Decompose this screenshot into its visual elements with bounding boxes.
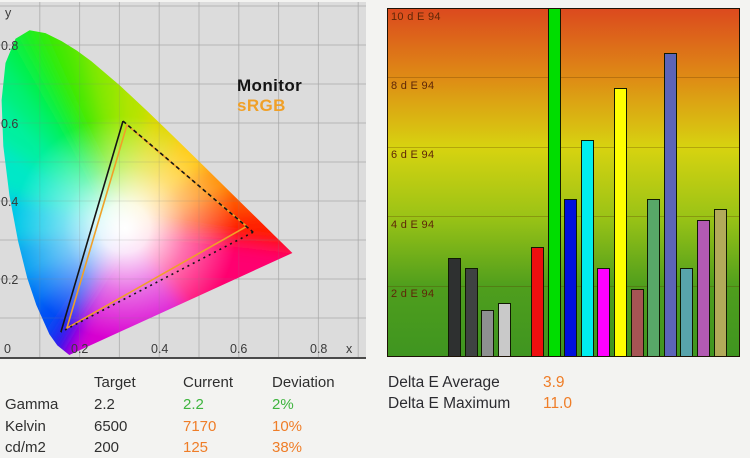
delta-e-y-tick: 4 d E 94 (391, 219, 435, 231)
delta-bar-gray (481, 309, 495, 356)
monitor-gamut-edge-dashed (122, 120, 254, 233)
cie-y-tick: 0.8 (1, 39, 18, 53)
luminance-target: 200 (94, 439, 120, 457)
row-label-gamma: Gamma (5, 395, 59, 413)
luminance-deviation: 38% (272, 439, 303, 457)
delta-bar-blue (564, 198, 578, 356)
row-label-kelvin: Kelvin (5, 417, 46, 435)
delta-bar-light-gray (497, 302, 511, 356)
delta-bar-sea-green (647, 198, 661, 356)
delta-bar-red (531, 247, 544, 356)
delta-bars (388, 9, 739, 356)
delta-bar-slate-blue (663, 53, 677, 356)
delta-e-y-tick: 6 d E 94 (391, 149, 435, 161)
table-header-target: Target (94, 374, 136, 391)
monitor-gamut-edge-solid (60, 120, 124, 333)
cie-chromaticity-chart: y 0.8 0.6 0.4 0.2 0 0.2 0.4 0.6 0.8 x Mo… (0, 2, 366, 359)
gamma-current: 2.2 (183, 395, 204, 413)
delta-e-maximum-label: Delta E Maximum (388, 395, 511, 413)
cie-y-axis-letter: y (5, 6, 12, 20)
delta-e-bar-chart: 10 d E 94 8 d E 94 6 d E 94 4 d E 94 2 d… (387, 8, 740, 357)
table-header-current: Current (183, 374, 234, 391)
delta-bar-dark-gray-2 (464, 268, 478, 356)
table-header-deviation: Deviation (272, 374, 335, 391)
delta-e-average-label: Delta E Average (388, 374, 500, 391)
delta-e-summary: Delta E Average 3.9 Delta E Maximum 11.0 (388, 374, 572, 416)
kelvin-current: 7170 (183, 417, 217, 435)
kelvin-deviation: 10% (272, 417, 303, 435)
delta-bar-dark-gray-1 (448, 257, 461, 356)
delta-bar-magenta (597, 268, 611, 356)
delta-bar-olive (713, 209, 727, 356)
summary-row: Delta E Average 3.9 (388, 374, 572, 395)
gamma-target: 2.2 (94, 395, 115, 413)
delta-bar-teal (680, 268, 694, 356)
delta-e-y-tick: 8 d E 94 (391, 80, 435, 92)
delta-e-average-value: 3.9 (543, 374, 565, 391)
cie-x-tick: 0 (4, 342, 11, 356)
legend-monitor-label: Monitor (237, 76, 302, 95)
cie-x-tick: 0.8 (310, 342, 327, 356)
delta-e-gridline (388, 77, 739, 79)
delta-bar-cyan (580, 139, 594, 356)
measurement-table: Target Current Deviation Gamma 2.2 2.2 2… (5, 374, 364, 458)
cie-y-tick: 0.4 (1, 195, 18, 209)
delta-e-gridline (388, 285, 739, 287)
delta-e-gridline (388, 216, 739, 218)
cie-y-tick: 0.2 (1, 273, 18, 287)
delta-bar-yellow (614, 87, 627, 356)
delta-e-y-tick: 2 d E 94 (391, 288, 435, 300)
legend-srgb-label: sRGB (237, 96, 286, 115)
cie-x-axis-letter: x (346, 342, 353, 356)
row-label-luminance: cd/m2 (5, 439, 46, 457)
cie-x-tick: 0.2 (71, 342, 88, 356)
delta-bar-orchid (697, 219, 710, 356)
delta-bar-brown (630, 289, 644, 356)
luminance-current: 125 (183, 439, 209, 457)
delta-bar-green (547, 9, 561, 356)
cie-y-tick: 0.6 (1, 117, 18, 131)
monitor-gamut-edge-dotted (60, 231, 254, 333)
delta-e-maximum-value: 11.0 (543, 395, 573, 413)
delta-e-gridline (388, 146, 739, 148)
delta-e-y-tick: 10 d E 94 (391, 11, 441, 23)
gamma-deviation: 2% (272, 395, 294, 413)
cie-grid-overlay (0, 2, 366, 358)
kelvin-target: 6500 (94, 417, 128, 435)
cie-x-tick: 0.6 (230, 342, 247, 356)
cie-x-tick: 0.4 (151, 342, 168, 356)
summary-row: Delta E Maximum 11.0 (388, 395, 572, 416)
